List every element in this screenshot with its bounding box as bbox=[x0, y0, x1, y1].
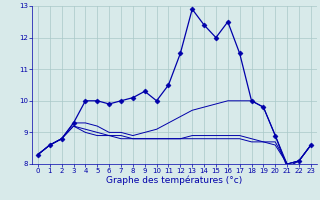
X-axis label: Graphe des températures (°c): Graphe des températures (°c) bbox=[106, 176, 243, 185]
